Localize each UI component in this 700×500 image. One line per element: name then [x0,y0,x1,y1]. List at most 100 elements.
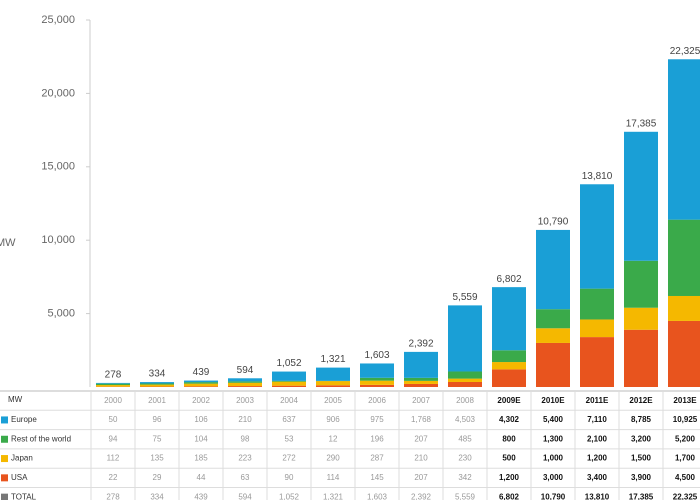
table-cell: 7,110 [587,415,607,424]
total-label: 17,385 [626,118,657,129]
bar-segment [448,305,482,372]
table-cell: 17,385 [629,492,654,500]
table-cell: 6,802 [499,492,520,500]
table-cell: 207 [414,473,428,482]
bar-segment [580,319,614,338]
table-cell: 3,200 [631,434,652,443]
total-label: 1,052 [276,358,301,369]
bar-segment [668,59,700,220]
table-cell: 1,700 [675,454,696,463]
bar-segment [316,385,350,387]
total-label: 10,790 [538,217,569,228]
bar-segment [360,384,394,387]
table-cell: 1,052 [279,492,300,500]
table-cell: 439 [194,492,208,500]
bar-segment [272,385,306,387]
table-cell: 2,100 [587,434,608,443]
table-cell: 278 [106,492,120,500]
table-cell: 44 [197,473,206,482]
table-header: MW [8,395,23,404]
table-cell: 3,000 [543,473,564,482]
table-cell: 1,603 [367,492,388,500]
bar-segment [316,381,350,386]
table-cell: 135 [150,454,164,463]
y-tick-label: 15,000 [41,161,75,173]
column-header: 2003 [236,396,254,405]
bar-segment [96,385,130,387]
y-tick-label: 5,000 [47,308,75,320]
total-label: 6,802 [496,274,521,285]
bar-segment [536,328,570,343]
legend-swatch [1,435,8,443]
table-cell: 272 [282,454,296,463]
table-cell: 5,200 [675,434,696,443]
table-cell: 334 [150,492,164,500]
bar-segment [404,377,438,381]
column-header: 2007 [412,396,430,405]
table-cell: 1,768 [411,415,432,424]
total-label: 22,325 [670,46,700,57]
table-cell: 112 [107,454,120,463]
bar-segment [668,320,700,387]
bar-segment [580,288,614,320]
column-header: 2005 [324,396,342,405]
bar-segment [492,350,526,363]
table-cell: 22 [109,473,118,482]
table-cell: 485 [458,434,472,443]
table-cell: 1,200 [499,473,520,482]
column-header: 2004 [280,396,298,405]
legend-swatch [1,493,8,500]
table-cell: 207 [414,434,428,443]
table-cell: 106 [194,415,208,424]
table-cell: 3,900 [631,473,652,482]
total-label: 5,559 [452,292,477,303]
table-cell: 114 [327,473,340,482]
column-header: 2000 [104,396,122,405]
table-cell: 4,500 [675,473,696,482]
table-cell: 287 [370,454,384,463]
table-cell: 230 [458,454,472,463]
table-cell: 342 [458,473,472,482]
bar-segment [404,380,438,384]
column-header: 2006 [368,396,386,405]
table-cell: 22,325 [673,492,698,500]
table-cell: 1,000 [543,454,564,463]
row-header: USA [11,473,28,482]
bar-segment [580,184,614,289]
total-label: 594 [237,365,254,376]
bar-segment [448,371,482,379]
table-cell: 4,302 [499,415,520,424]
table-cell: 290 [326,454,340,463]
bar-segment [272,381,306,386]
table-cell: 1,200 [587,454,608,463]
table-cell: 5,400 [543,415,564,424]
table-cell: 500 [502,454,516,463]
bar-segment [624,260,658,308]
table-cell: 1,300 [543,434,564,443]
bar-segment [492,369,526,387]
table-cell: 210 [414,454,428,463]
bar-segment [360,363,394,378]
table-cell: 10,790 [541,492,566,500]
table-cell: 90 [285,473,294,482]
total-label: 439 [193,367,210,378]
bar-segment [228,381,262,383]
table-cell: 185 [194,454,208,463]
bar-segment [360,380,394,385]
total-label: 2,392 [408,339,433,350]
bar-segment [228,378,262,382]
table-cell: 50 [109,415,118,424]
total-label: 278 [105,370,122,381]
table-cell: 98 [241,434,250,443]
bar-segment [140,383,174,385]
table-cell: 13,810 [585,492,610,500]
bar-segment [624,131,658,261]
table-cell: 104 [194,434,208,443]
table-cell: 29 [153,473,162,482]
column-header: 2011E [586,396,609,405]
table-cell: 1,500 [631,454,652,463]
table-cell: 5,559 [455,492,476,500]
bar-segment [624,329,658,387]
table-cell: 975 [370,415,384,424]
